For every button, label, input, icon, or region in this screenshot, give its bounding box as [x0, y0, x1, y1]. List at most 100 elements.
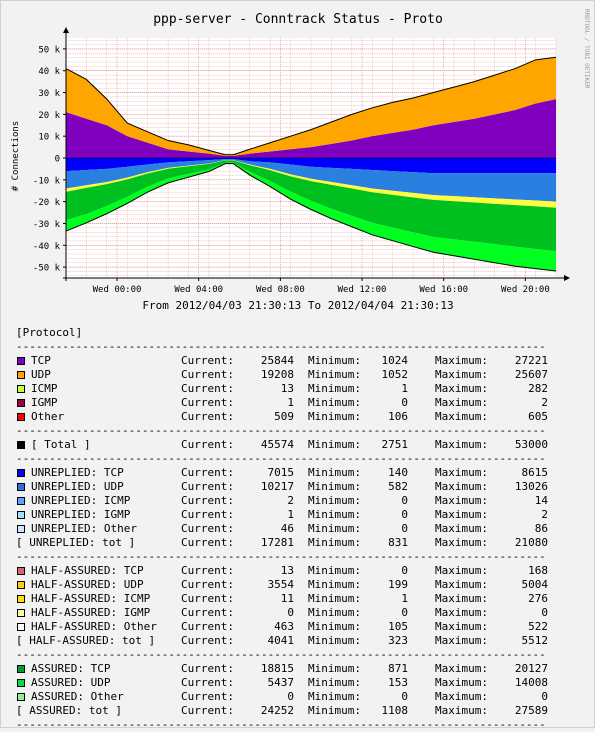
maximum-label: Maximum: [435, 494, 488, 507]
legend-name: [ Total ] [31, 438, 91, 451]
y-tick-label: 40 k [38, 67, 60, 77]
y-tick-label: 30 k [38, 89, 60, 99]
minimum-label: Minimum: [308, 368, 361, 381]
maximum-value: 5004 [521, 578, 549, 591]
maximum-label: Maximum: [435, 592, 488, 605]
current-value: 13 [280, 382, 294, 395]
maximum-value: 2 [541, 508, 548, 521]
minimum-label: Minimum: [308, 438, 361, 451]
y-tick-label: 50 k [38, 45, 60, 55]
y-tick-label: -20 k [33, 198, 61, 208]
maximum-label: Maximum: [435, 662, 488, 675]
legend-separator: ----------------------------------------… [16, 718, 546, 731]
minimum-value: 0 [401, 494, 408, 507]
minimum-label: Minimum: [308, 410, 361, 423]
minimum-label: Minimum: [308, 536, 361, 549]
maximum-label: Maximum: [435, 382, 488, 395]
maximum-value: 282 [528, 382, 548, 395]
maximum-value: 27221 [514, 354, 548, 367]
minimum-label: Minimum: [308, 690, 361, 703]
minimum-value: 0 [401, 508, 408, 521]
current-label: Current: [181, 690, 234, 703]
current-label: Current: [181, 522, 234, 535]
current-value: 46 [280, 522, 294, 535]
legend-swatch [17, 441, 25, 449]
legend-row: [ ASSURED: tot ] Current: 24252 Minimum: 110… [16, 704, 576, 718]
current-label: Current: [181, 662, 234, 675]
maximum-value: 0 [541, 606, 548, 619]
legend-name: ASSURED: UDP [31, 676, 111, 689]
minimum-value: 140 [388, 466, 408, 479]
legend-row: ASSURED: UDP Current: 5437 Minimum: 153 Maxim… [16, 676, 576, 690]
legend-row: HALF-ASSURED: UDP Current: 3554 Minimum: 199… [16, 578, 576, 592]
current-value: 45574 [260, 438, 294, 451]
current-value: 5437 [267, 676, 295, 689]
legend-name: HALF-ASSURED: UDP [31, 578, 144, 591]
current-value: 24252 [260, 704, 294, 717]
legend-swatch [17, 595, 25, 603]
y-tick-label: 20 k [38, 111, 60, 121]
legend-body: ----------------------------------------… [16, 340, 576, 732]
minimum-label: Minimum: [308, 676, 361, 689]
legend-swatch [17, 679, 25, 687]
legend-swatch [17, 399, 25, 407]
maximum-value: 276 [528, 592, 548, 605]
y-tick-label: 0 [55, 155, 60, 165]
legend-row: UNREPLIED: Other Current: 46 Minimum: 0 Maxim… [16, 522, 576, 536]
maximum-label: Maximum: [435, 690, 488, 703]
current-label: Current: [181, 396, 234, 409]
minimum-value: 0 [401, 396, 408, 409]
minimum-label: Minimum: [308, 480, 361, 493]
minimum-value: 153 [388, 676, 408, 689]
legend-name: UDP [31, 368, 51, 381]
minimum-label: Minimum: [308, 354, 361, 367]
legend-row: HALF-ASSURED: TCP Current: 13 Minimum: 0 Maxi… [16, 564, 576, 578]
current-label: Current: [181, 354, 234, 367]
y-tick-label: -50 k [33, 264, 61, 274]
total-line-negative [65, 163, 557, 272]
current-label: Current: [181, 508, 234, 521]
y-tick-label: -40 k [33, 242, 61, 252]
legend-row: Other Current: 509 Minimum: 106 Maximum: 605 [16, 410, 576, 424]
current-label: Current: [181, 466, 234, 479]
y-axis-label: # Connections [11, 121, 21, 191]
x-tick-label: Wed 20:00 [501, 285, 550, 295]
legend-name: ICMP [31, 382, 58, 395]
legend-row: HALF-ASSURED: ICMP Current: 11 Minimum: 1 Max… [16, 592, 576, 606]
legend-swatch [17, 371, 25, 379]
legend-swatch [17, 609, 25, 617]
maximum-value: 20127 [514, 662, 548, 675]
y-axis-arrow [63, 27, 69, 33]
legend-name: ASSURED: TCP [31, 662, 111, 675]
series-area-tcp [66, 99, 556, 158]
legend-row: IGMP Current: 1 Minimum: 0 Maximum: 2 [16, 396, 576, 410]
current-label: Current: [181, 382, 234, 395]
maximum-label: Maximum: [435, 438, 488, 451]
legend-row: [ Total ] Current: 45574 Minimum: 2751 Maximu… [16, 438, 576, 452]
legend-name: HALF-ASSURED: TCP [31, 564, 144, 577]
minimum-value: 2751 [381, 438, 409, 451]
minimum-value: 831 [388, 536, 408, 549]
minimum-label: Minimum: [308, 704, 361, 717]
maximum-value: 0 [541, 690, 548, 703]
legend-name: HALF-ASSURED: ICMP [31, 592, 151, 605]
maximum-value: 21080 [514, 536, 548, 549]
legend-name: [ UNREPLIED: tot ] [16, 536, 136, 549]
x-tick-label: Wed 16:00 [419, 285, 468, 295]
y-tick-label: 10 k [38, 133, 60, 143]
y-tick-label: -10 k [33, 176, 61, 186]
maximum-label: Maximum: [435, 606, 488, 619]
current-value: 4041 [267, 634, 295, 647]
current-label: Current: [181, 438, 234, 451]
minimum-label: Minimum: [308, 564, 361, 577]
current-value: 7015 [267, 466, 295, 479]
legend-name: UNREPLIED: IGMP [31, 508, 131, 521]
maximum-label: Maximum: [435, 410, 488, 423]
minimum-label: Minimum: [308, 578, 361, 591]
maximum-value: 5512 [521, 634, 549, 647]
current-value: 17281 [260, 536, 294, 549]
maximum-value: 522 [528, 620, 548, 633]
legend-name: HALF-ASSURED: IGMP [31, 606, 151, 619]
watermark: RRDTOOL / TOBI OETIKER [583, 9, 590, 89]
legend-swatch [17, 623, 25, 631]
